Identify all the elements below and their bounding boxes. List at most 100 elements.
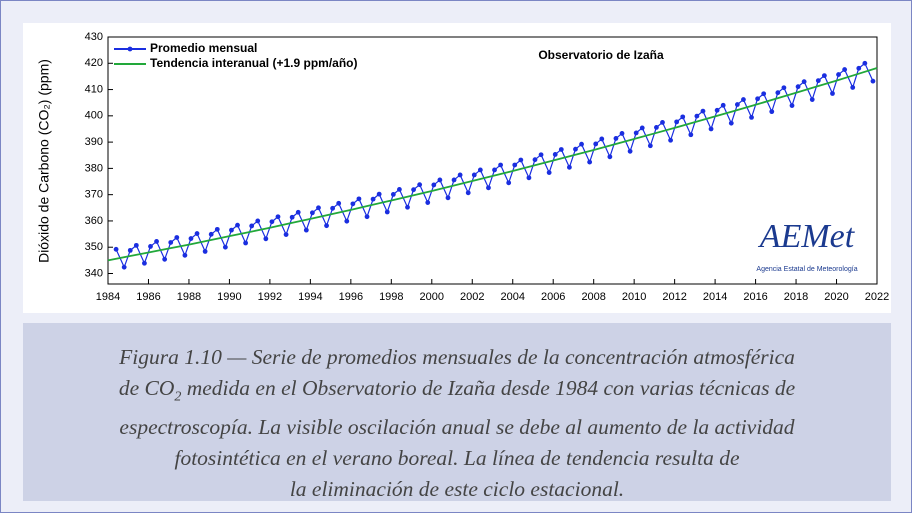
data-point [599, 136, 605, 142]
x-tick-label: 1994 [298, 291, 322, 303]
caption: Figura 1.10 — Serie de promedios mensual… [23, 323, 891, 501]
x-tick-label: 1988 [177, 291, 201, 303]
data-point [546, 170, 552, 175]
data-point [202, 249, 208, 254]
data-point [477, 167, 483, 173]
data-point [613, 136, 619, 141]
data-point [587, 159, 593, 165]
legend-label: Promedio mensual [150, 41, 257, 55]
chart: Observatorio de Izaña Dióxido de Carbono… [23, 23, 891, 313]
data-point [405, 204, 410, 210]
data-point [821, 73, 827, 79]
x-tick-label: 2008 [581, 291, 605, 303]
data-point [356, 196, 362, 202]
data-point [222, 244, 228, 250]
data-point [370, 196, 376, 202]
chart-background [23, 23, 891, 313]
data-point [567, 164, 572, 170]
x-tick-label: 1996 [339, 291, 363, 303]
data-point [870, 78, 876, 84]
y-tick-label: 360 [85, 215, 103, 227]
data-point [127, 247, 133, 253]
data-point [498, 162, 503, 168]
y-axis-label: Dióxido de Carbono (CO₂) (ppm) [36, 59, 52, 263]
data-point [714, 107, 720, 113]
data-point [700, 108, 706, 114]
data-point [795, 84, 801, 90]
data-point [593, 141, 599, 147]
x-tick-label: 2010 [622, 291, 646, 303]
x-tick-label: 2022 [865, 291, 889, 303]
data-point [538, 152, 544, 158]
data-point [781, 85, 787, 91]
data-point [411, 187, 416, 193]
caption-text: de CO [118, 376, 175, 400]
data-point [162, 256, 168, 262]
caption-line: fotosintética en el verano boreal. La lí… [174, 446, 740, 471]
data-point [856, 65, 862, 71]
x-tick-label: 2014 [703, 291, 727, 303]
data-point [154, 239, 159, 244]
data-point [249, 223, 255, 229]
y-tick-label: 410 [85, 83, 103, 95]
data-point [694, 113, 700, 119]
data-point [836, 72, 841, 77]
data-point [506, 180, 512, 186]
data-point [688, 132, 694, 138]
data-point [457, 172, 463, 178]
data-point [316, 205, 321, 211]
y-tick-label: 350 [85, 241, 103, 253]
data-point [229, 227, 234, 233]
data-point [761, 91, 767, 97]
y-tick-label: 380 [85, 162, 103, 174]
data-point [660, 119, 665, 125]
data-point [862, 60, 868, 66]
data-point [708, 126, 714, 132]
data-point [492, 167, 497, 173]
y-tick-label: 340 [85, 267, 103, 279]
data-point [384, 209, 390, 215]
x-tick-label: 1986 [136, 291, 160, 303]
data-point [174, 235, 180, 240]
data-point [512, 162, 518, 168]
data-point [425, 200, 431, 205]
data-point [850, 85, 856, 90]
data-point [680, 114, 686, 120]
caption-text: medida en el Observatorio de Izaña desde… [181, 376, 796, 400]
data-point [445, 195, 451, 201]
data-point [674, 119, 680, 125]
x-tick-label: 2012 [662, 291, 686, 303]
data-point [573, 146, 578, 152]
data-point [801, 79, 807, 85]
legend-label: Tendencia interanual (+1.9 ppm/año) [150, 56, 358, 70]
data-point [607, 154, 613, 160]
data-point [182, 252, 188, 258]
data-point [518, 157, 524, 163]
logo-subtitle: Agencia Estatal de Meteorología [756, 266, 857, 273]
data-point [121, 264, 127, 270]
data-point [309, 210, 315, 216]
data-point [815, 78, 821, 84]
x-tick-label: 1984 [96, 291, 120, 303]
x-tick-label: 2020 [824, 291, 848, 303]
annotation: Observatorio de Izaña [538, 48, 664, 62]
data-point [431, 182, 437, 188]
data-point [842, 67, 848, 72]
x-tick-label: 2006 [541, 291, 565, 303]
x-tick-label: 1992 [258, 291, 282, 303]
data-point [168, 240, 174, 245]
data-point [364, 214, 370, 220]
legend-marker [127, 46, 133, 52]
data-point [437, 177, 443, 183]
data-point [113, 246, 119, 252]
data-point [148, 244, 153, 249]
data-point [633, 130, 639, 136]
data-point [619, 131, 625, 136]
data-point [830, 91, 835, 96]
data-point [552, 152, 558, 157]
data-point [526, 175, 532, 181]
caption-line: la eliminación de este ciclo estacional. [289, 477, 625, 502]
data-point [769, 109, 775, 115]
data-point [208, 231, 214, 237]
